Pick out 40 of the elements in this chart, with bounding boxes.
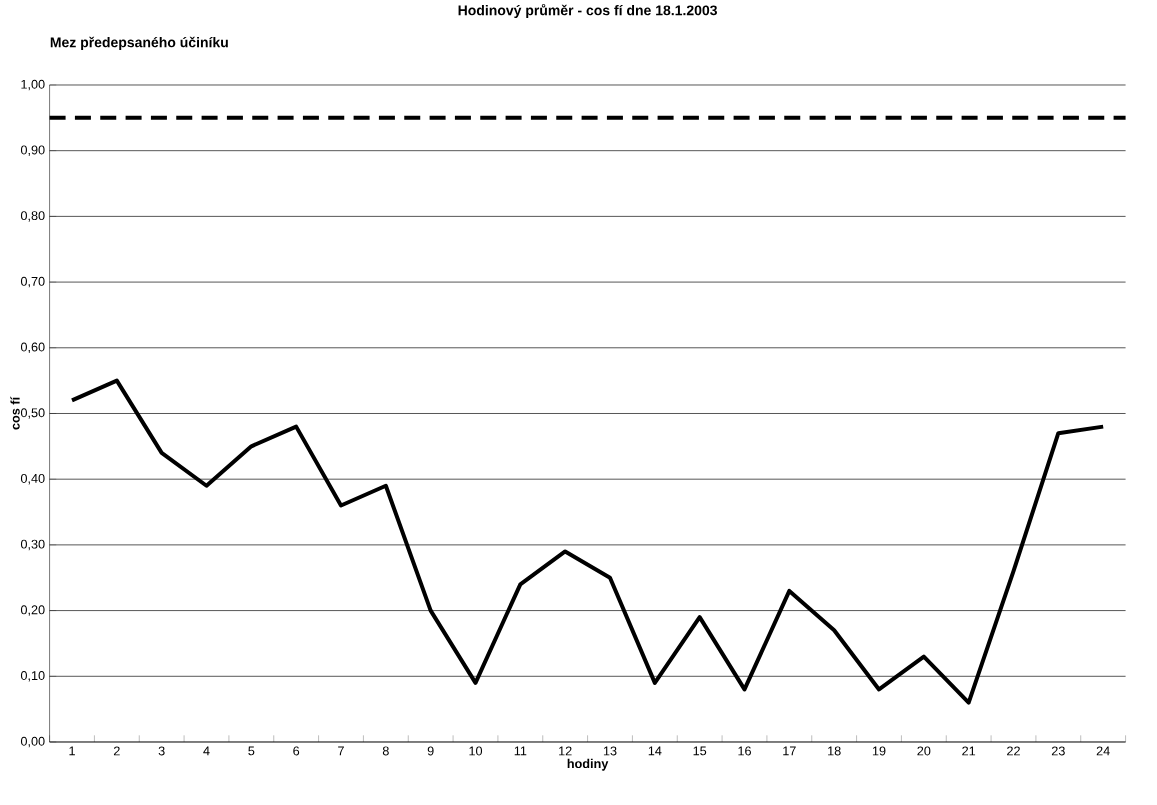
y-tick-label: 0,00 (20, 736, 45, 748)
x-tick-label: 3 (158, 746, 165, 756)
x-tick-label: 14 (648, 746, 662, 756)
y-tick-label: 0,50 (20, 408, 45, 419)
y-tick-label: 0,10 (20, 671, 45, 682)
ref-line-label: Mez předepsaného účiníku (50, 36, 228, 51)
x-tick-label: 22 (1007, 746, 1020, 756)
x-tick-label: 13 (603, 746, 617, 756)
x-tick-label: 17 (783, 746, 796, 756)
y-tick-label: 0,30 (20, 539, 45, 551)
x-tick-label: 24 (1096, 746, 1110, 756)
x-axis-title: hodiny (567, 758, 609, 771)
x-tick-label: 12 (559, 746, 572, 756)
x-tick-label: 5 (248, 746, 255, 756)
y-tick-label: 1,00 (21, 79, 45, 91)
x-tick-label: 11 (514, 746, 527, 756)
x-tick-label: 18 (828, 746, 841, 756)
x-tick-label: 19 (872, 746, 886, 756)
x-tick-label: 2 (113, 746, 120, 756)
y-tick-label: 0,40 (20, 473, 45, 485)
x-tick-label: 15 (693, 746, 707, 756)
y-tick-label: 0,20 (20, 605, 45, 616)
y-tick-label: 0,90 (20, 145, 45, 156)
x-tick-label: 9 (427, 746, 434, 756)
x-tick-label: 7 (338, 746, 344, 756)
x-tick-label: 16 (738, 746, 751, 756)
x-tick-label: 23 (1051, 746, 1065, 756)
x-tick-label: 10 (469, 746, 483, 756)
y-tick-label: 0,70 (20, 276, 45, 288)
x-tick-label: 8 (382, 746, 389, 756)
y-tick-label: 0,60 (20, 342, 45, 354)
x-tick-label: 1 (69, 746, 75, 756)
chart-title: Hodinový průměr - cos fí dne 18.1.2003 (458, 3, 717, 19)
x-tick-label: 6 (293, 746, 300, 756)
x-tick-label: 20 (917, 746, 931, 756)
y-axis-title: cos fí (10, 396, 20, 430)
x-tick-label: 4 (203, 746, 210, 756)
y-tick-label: 0,80 (20, 211, 45, 222)
x-tick-label: 21 (962, 746, 976, 756)
line-series (70, 378, 1106, 705)
